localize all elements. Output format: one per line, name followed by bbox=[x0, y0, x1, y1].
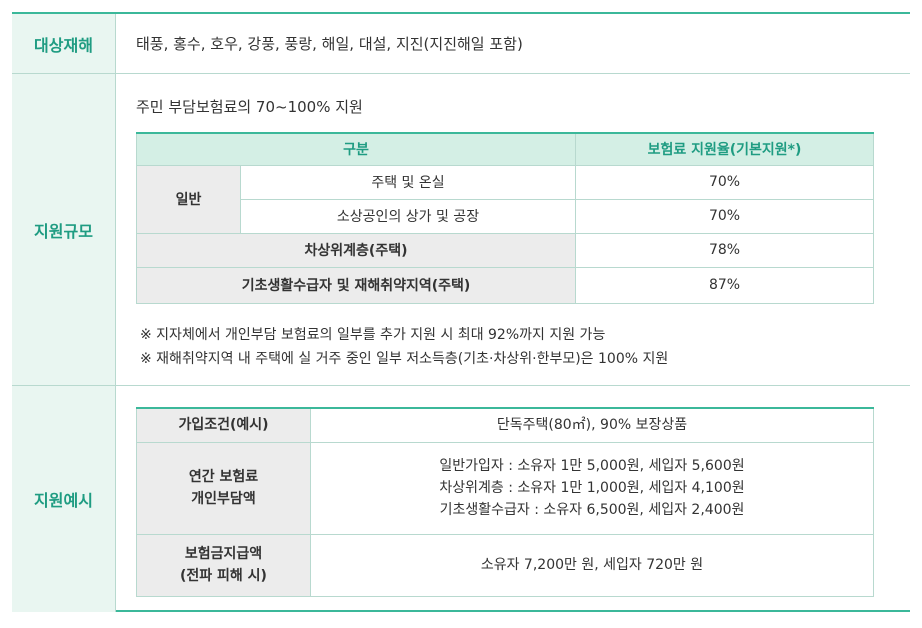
support-scale-label: 지원규모 bbox=[12, 74, 116, 385]
rate-row-value: 78% bbox=[575, 232, 874, 268]
rate-row-item: 차상위계층(주택) bbox=[136, 232, 576, 268]
rate-row-item: 주택 및 온실 bbox=[240, 164, 576, 200]
support-info-table: 대상재해 태풍, 홍수, 호우, 강풍, 풍랑, 해일, 대설, 지진(지진해일… bbox=[12, 12, 910, 612]
disasters-label: 대상재해 bbox=[12, 14, 116, 73]
rate-row-item: 기초생활수급자 및 재해취약지역(주택) bbox=[136, 266, 576, 304]
disasters-row: 대상재해 태풍, 홍수, 호우, 강풍, 풍랑, 해일, 대설, 지진(지진해일… bbox=[12, 14, 910, 74]
example-value: 단독주택(80㎡), 90% 보장상품 bbox=[310, 407, 874, 443]
support-rate-table: 구분 보험료 지원율(기본지원*) 일반 주택 및 온실 70% 소상공인의 상… bbox=[136, 132, 874, 304]
support-scale-row: 지원규모 주민 부담보험료의 70~100% 지원 구분 보험료 지원율(기본지… bbox=[12, 74, 910, 386]
rate-row-item: 소상공인의 상가 및 공장 bbox=[240, 198, 576, 234]
rate-row-value: 87% bbox=[575, 266, 874, 304]
header-category: 구분 bbox=[136, 132, 576, 166]
example-key-line: 연간 보험료 bbox=[188, 469, 259, 485]
example-key-line: 보험금지급액 bbox=[184, 546, 263, 562]
header-rate: 보험료 지원율(기본지원*) bbox=[575, 132, 874, 166]
example-value: 일반가입자 : 소유자 1만 5,000원, 세입자 5,600원 차상위계층 … bbox=[310, 441, 874, 535]
example-key: 가입조건(예시) bbox=[136, 407, 311, 443]
example-key-line: (전파 피해 시) bbox=[180, 568, 267, 584]
example-value-line: 일반가입자 : 소유자 1만 5,000원, 세입자 5,600원 bbox=[439, 458, 745, 474]
example-row: 지원예시 가입조건(예시) 단독주택(80㎡), 90% 보장상품 연간 보험료… bbox=[12, 386, 910, 612]
example-table: 가입조건(예시) 단독주택(80㎡), 90% 보장상품 연간 보험료 개인부담… bbox=[136, 407, 874, 597]
example-key-line: 개인부담액 bbox=[191, 491, 256, 507]
example-key: 보험금지급액 (전파 피해 시) bbox=[136, 533, 311, 597]
example-key: 연간 보험료 개인부담액 bbox=[136, 441, 311, 535]
rate-row-value: 70% bbox=[575, 164, 874, 200]
support-scale-intro: 주민 부담보험료의 70~100% 지원 bbox=[136, 98, 363, 116]
disasters-value: 태풍, 홍수, 호우, 강풍, 풍랑, 해일, 대설, 지진(지진해일 포함) bbox=[136, 35, 523, 53]
rate-row-value: 70% bbox=[575, 198, 874, 234]
example-value-line: 기초생활수급자 : 소유자 6,500원, 세입자 2,400원 bbox=[439, 502, 745, 518]
general-label: 일반 bbox=[136, 164, 241, 234]
footnote: ※ 재해취약지역 내 주택에 실 거주 중인 일부 저소득층(기초·차상위·한부… bbox=[140, 351, 669, 367]
example-label: 지원예시 bbox=[12, 386, 116, 612]
example-value: 소유자 7,200만 원, 세입자 720만 원 bbox=[310, 533, 874, 597]
footnote: ※ 지자체에서 개인부담 보험료의 일부를 추가 지원 시 최대 92%까지 지… bbox=[140, 327, 606, 343]
example-value-line: 차상위계층 : 소유자 1만 1,000원, 세입자 4,100원 bbox=[439, 480, 745, 496]
